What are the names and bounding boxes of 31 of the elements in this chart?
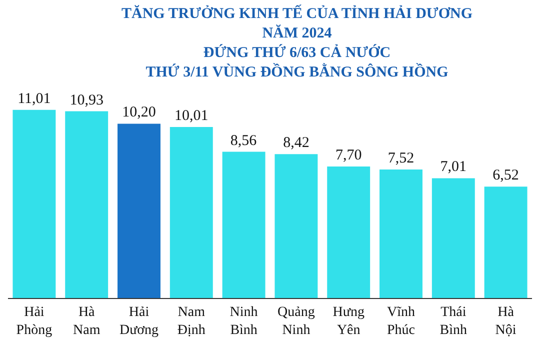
x-tick-label: Hưng Yên — [332, 304, 364, 338]
x-tick-label: Hải Dương — [119, 304, 159, 338]
bar — [380, 170, 422, 298]
bar — [484, 186, 528, 298]
x-tick-label: Thái Bình — [440, 304, 468, 338]
data-label: 6,52 — [492, 168, 519, 184]
x-tick-label: Vĩnh Phúc — [387, 304, 415, 338]
x-tick-label: Hà Nam — [72, 304, 100, 338]
data-label: 8,42 — [283, 135, 310, 152]
bar — [274, 154, 318, 298]
data-label: 11,01 — [18, 90, 51, 107]
x-tick-label: Nam Định — [177, 304, 206, 338]
data-label: 10,93 — [70, 92, 104, 108]
data-label: 10,20 — [122, 104, 156, 121]
bar — [432, 178, 475, 298]
data-label: 7,52 — [388, 150, 414, 167]
bar — [65, 111, 108, 298]
bar — [327, 166, 370, 298]
x-tick-label: Quảng Ninh — [278, 304, 315, 338]
data-label: 7,70 — [335, 147, 362, 164]
bar — [12, 110, 56, 298]
bar — [222, 152, 266, 298]
data-label: 8,56 — [230, 132, 258, 149]
data-label: 7,01 — [440, 159, 467, 176]
x-tick-label: Hải Phòng — [16, 304, 52, 338]
data-label: 10,01 — [174, 108, 208, 124]
x-tick-label: Hà Nội — [495, 304, 516, 338]
chart-title: TĂNG TRƯỞNG KINH TẾ CỦA TỈNH HẢI DƯƠNG NĂM 2024 ĐỨNG THỨ 6/63 CẢ NƯỚC THỨ 3/11 VÙNG ĐỒNG BẰNG SÔNG HỒNG — [121, 4, 473, 80]
x-tick-label: Ninh Bình — [230, 304, 258, 338]
bar — [170, 126, 213, 298]
bar — [118, 124, 160, 298]
